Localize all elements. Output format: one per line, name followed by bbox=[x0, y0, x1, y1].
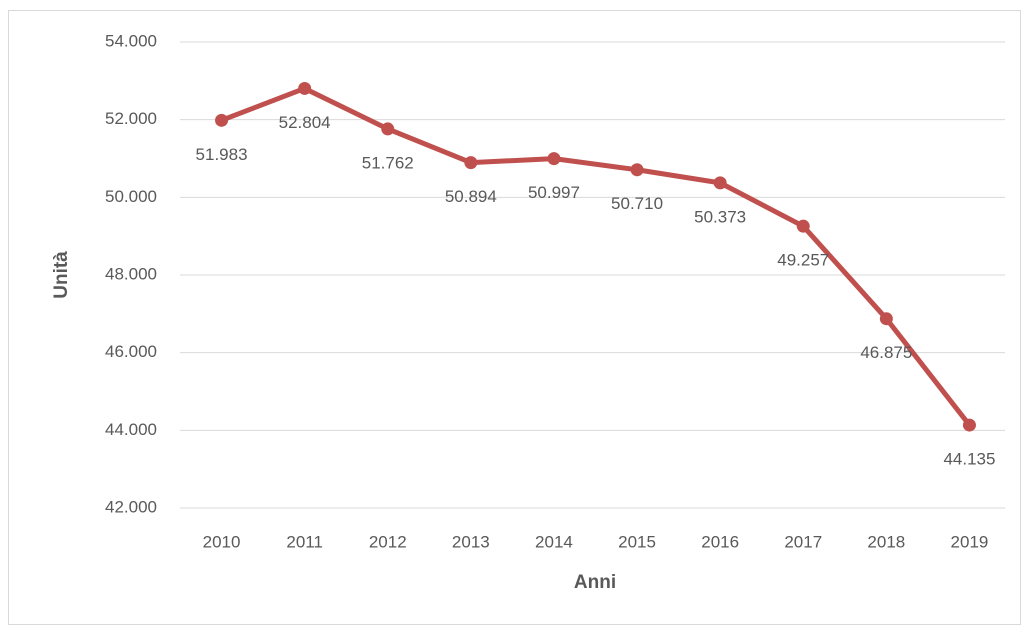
data-point bbox=[215, 113, 229, 127]
y-tick-label: 42.000 bbox=[105, 497, 157, 516]
x-tick-label: 2012 bbox=[369, 532, 407, 551]
x-tick-label: 2019 bbox=[951, 532, 989, 551]
series-line bbox=[220, 85, 972, 427]
data-label: 51.983 bbox=[196, 145, 248, 164]
x-tick-label: 2018 bbox=[867, 532, 905, 551]
x-axis-title: Anni bbox=[574, 572, 616, 593]
x-tick-label: 2015 bbox=[618, 532, 656, 551]
x-tick-label: 2014 bbox=[535, 532, 573, 551]
data-point bbox=[630, 163, 644, 177]
data-point bbox=[464, 156, 478, 170]
x-tick-label: 2016 bbox=[701, 532, 739, 551]
data-point bbox=[547, 152, 561, 166]
data-label: 46.875 bbox=[860, 343, 912, 362]
y-tick-label: 48.000 bbox=[105, 264, 157, 283]
y-tick-label: 52.000 bbox=[105, 109, 157, 128]
data-point bbox=[713, 176, 727, 190]
y-tick-label: 46.000 bbox=[105, 342, 157, 361]
data-label: 52.804 bbox=[279, 113, 331, 132]
x-tick-label: 2017 bbox=[784, 532, 822, 551]
data-point bbox=[879, 312, 893, 326]
data-label: 44.135 bbox=[943, 450, 995, 469]
y-tick-label: 50.000 bbox=[105, 187, 157, 206]
data-label: 50.894 bbox=[445, 187, 497, 206]
data-label: 51.762 bbox=[362, 153, 414, 172]
x-tick-label: 2011 bbox=[286, 532, 323, 551]
y-tick-label: 54.000 bbox=[105, 31, 157, 50]
y-tick-label: 44.000 bbox=[105, 420, 157, 439]
data-point bbox=[796, 219, 810, 233]
y-axis-title: Unità bbox=[51, 251, 72, 299]
data-label: 50.997 bbox=[528, 183, 580, 202]
data-point bbox=[381, 122, 395, 136]
data-label: 50.373 bbox=[694, 207, 746, 226]
chart-frame bbox=[8, 10, 1021, 625]
data-label: 50.710 bbox=[611, 194, 663, 213]
x-tick-label: 2013 bbox=[452, 532, 490, 551]
x-tick-label: 2010 bbox=[203, 532, 241, 551]
data-label: 49.257 bbox=[777, 251, 829, 270]
data-point bbox=[298, 81, 312, 95]
data-point bbox=[962, 418, 976, 432]
